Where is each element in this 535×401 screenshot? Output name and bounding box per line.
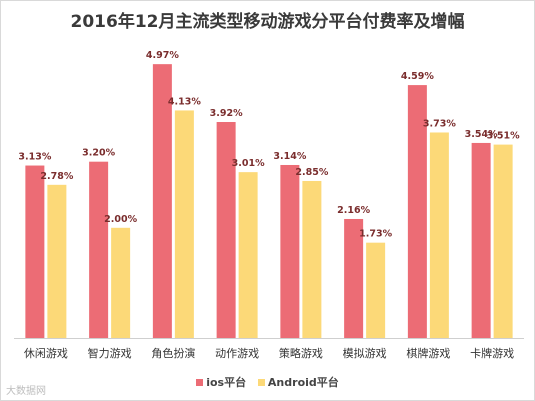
x-tick-label-2: 角色扮演 [151, 346, 195, 360]
legend-item-android[interactable]: Android平台 [257, 374, 339, 390]
data-label-ios-4: 3.14% [273, 151, 306, 162]
data-label-ios-5: 2.16% [337, 205, 370, 216]
data-label-ios-7: 3.54% [465, 129, 498, 140]
legend-item-ios[interactable]: ios平台 [196, 374, 246, 390]
x-tick-label-4: 策略游戏 [279, 346, 323, 360]
data-label-android-1: 2.00% [104, 214, 137, 225]
bar-ios-0[interactable] [25, 165, 45, 338]
bar-android-5[interactable] [366, 242, 386, 338]
bar-android-7[interactable] [493, 144, 513, 338]
data-label-android-3: 3.01% [232, 158, 265, 169]
bar-ios-3[interactable] [216, 122, 236, 339]
legend-label-ios: ios平台 [206, 376, 247, 389]
watermark: 大数据网 [6, 386, 46, 397]
bar-ios-7[interactable] [471, 142, 491, 338]
bar-ios-2[interactable] [152, 64, 172, 338]
bar-android-0[interactable] [47, 184, 67, 338]
bar-ios-6[interactable] [407, 85, 427, 338]
data-label-android-6: 3.73% [423, 118, 456, 129]
data-label-ios-3: 3.92% [210, 108, 243, 119]
legend-label-android: Android平台 [267, 376, 339, 389]
data-label-ios-2: 4.97% [146, 50, 179, 61]
data-label-ios-1: 3.20% [82, 148, 115, 159]
data-label-ios-0: 3.13% [18, 152, 51, 163]
legend: ios平台 Android平台 [0, 374, 535, 390]
bar-ios-4[interactable] [280, 164, 300, 338]
bar-android-4[interactable] [302, 180, 322, 338]
data-label-android-2: 4.13% [168, 96, 201, 107]
data-label-android-7: 3.51% [487, 131, 520, 142]
x-tick-label-6: 棋牌游戏 [406, 346, 450, 360]
data-label-android-4: 2.85% [295, 167, 328, 178]
x-tick-label-7: 卡牌游戏 [470, 346, 514, 360]
bar-android-3[interactable] [238, 172, 258, 338]
legend-swatch-ios [196, 378, 204, 386]
x-tick-label-1: 智力游戏 [88, 346, 132, 360]
x-tick-label-0: 休闲游戏 [24, 346, 68, 360]
data-label-android-5: 1.73% [359, 229, 392, 240]
chart-title: 2016年12月主流类型移动游戏分平台付费率及增幅 [70, 12, 465, 32]
bar-android-6[interactable] [429, 132, 449, 338]
data-label-ios-6: 4.59% [401, 71, 434, 82]
bar-ios-5[interactable] [344, 218, 364, 338]
bar-ios-1[interactable] [89, 161, 109, 338]
bar-android-2[interactable] [174, 110, 194, 338]
data-label-android-0: 2.78% [40, 171, 73, 182]
x-tick-label-3: 动作游戏 [215, 347, 259, 360]
bar-android-1[interactable] [111, 227, 131, 338]
x-tick-label-5: 模拟游戏 [343, 346, 387, 360]
legend-swatch-android [257, 378, 265, 386]
